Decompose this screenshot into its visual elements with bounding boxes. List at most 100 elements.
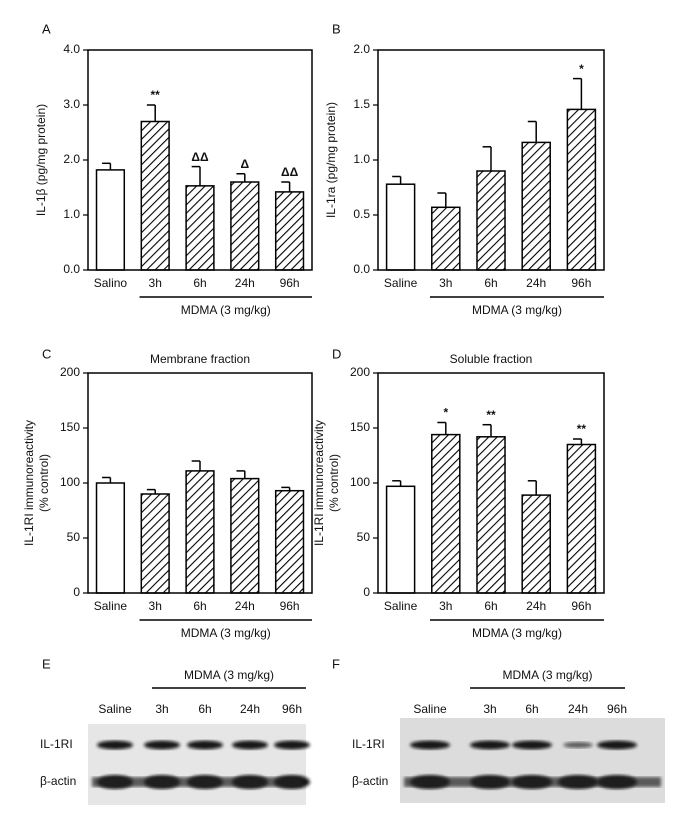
bar bbox=[476, 170, 506, 271]
y-tick-label: 1.0 bbox=[63, 207, 80, 221]
bar bbox=[95, 169, 126, 271]
y-tick-label: 3.0 bbox=[63, 97, 80, 111]
y-axis-label: IL-1RI immunoreactivity bbox=[312, 420, 326, 546]
x-tick-label: Salino bbox=[94, 276, 128, 290]
y-tick-label: 50 bbox=[67, 530, 81, 544]
blot-band bbox=[563, 741, 593, 749]
blot-band bbox=[92, 777, 302, 787]
plot-frame bbox=[87, 372, 313, 594]
bar bbox=[185, 470, 215, 594]
y-tick-label: 0 bbox=[73, 585, 80, 599]
group-label: MDMA (3 mg/kg) bbox=[181, 303, 271, 317]
x-tick-label: 3h bbox=[439, 276, 452, 290]
blot-band bbox=[410, 740, 450, 750]
lane-label: 24h bbox=[568, 702, 588, 716]
bar bbox=[230, 181, 260, 271]
blot-image bbox=[400, 718, 665, 803]
significance-label: * bbox=[579, 62, 584, 76]
y-tick-label: 0 bbox=[363, 585, 370, 599]
blot-image bbox=[88, 724, 306, 805]
panel-label: C bbox=[42, 346, 51, 361]
bar bbox=[95, 482, 126, 594]
lane-label: Saline bbox=[98, 702, 132, 716]
blot-band bbox=[97, 740, 133, 750]
lane-label: 6h bbox=[525, 702, 538, 716]
panel-label: B bbox=[332, 21, 341, 36]
y-tick-label: 50 bbox=[357, 530, 371, 544]
significance-label: * bbox=[443, 406, 448, 420]
blot-band bbox=[470, 740, 510, 750]
x-tick-label: 24h bbox=[235, 276, 255, 290]
bar bbox=[521, 141, 551, 271]
significance-label: ** bbox=[577, 422, 587, 436]
x-tick-label: 96h bbox=[280, 599, 300, 613]
panel-label: D bbox=[332, 346, 341, 361]
significance-label: ** bbox=[486, 408, 496, 422]
blot-band bbox=[187, 740, 223, 750]
y-axis-label: IL-1RI immunoreactivity bbox=[22, 420, 36, 546]
significance-label: Δ bbox=[240, 157, 249, 171]
bar bbox=[566, 443, 597, 594]
lane-label: 24h bbox=[240, 702, 260, 716]
blot-band bbox=[144, 740, 180, 750]
plot-frame bbox=[377, 49, 605, 271]
y-tick-label: 2.0 bbox=[353, 42, 370, 56]
lane-label: 96h bbox=[282, 702, 302, 716]
y-axis-label: IL-1ra (pg/mg protein) bbox=[324, 102, 338, 218]
row-label: IL-1RI bbox=[40, 737, 73, 751]
x-tick-label: 6h bbox=[193, 599, 206, 613]
blot-band bbox=[274, 740, 310, 750]
y-tick-label: 0.5 bbox=[353, 207, 370, 221]
significance-label: ΔΔ bbox=[281, 165, 299, 179]
x-tick-label: Saline bbox=[94, 599, 128, 613]
bar bbox=[385, 183, 416, 271]
y-tick-label: 0.0 bbox=[353, 262, 370, 276]
bar bbox=[476, 436, 506, 594]
row-label: IL-1RI bbox=[352, 737, 385, 751]
panel-label: E bbox=[42, 656, 51, 671]
x-tick-label: 24h bbox=[526, 276, 546, 290]
group-label: MDMA (3 mg/kg) bbox=[472, 303, 562, 317]
y-tick-label: 1.0 bbox=[353, 152, 370, 166]
y-tick-label: 100 bbox=[60, 475, 80, 489]
bar bbox=[521, 494, 551, 594]
group-label: MDMA (3 mg/kg) bbox=[181, 626, 271, 640]
y-tick-label: 100 bbox=[350, 475, 370, 489]
bar bbox=[274, 191, 305, 271]
chart-title: Soluble fraction bbox=[450, 352, 533, 366]
y-tick-label: 200 bbox=[350, 365, 370, 379]
panel-label: F bbox=[332, 656, 340, 671]
lane-label: 3h bbox=[155, 702, 168, 716]
y-tick-label: 4.0 bbox=[63, 42, 80, 56]
blot-band bbox=[232, 740, 268, 750]
significance-label: ΔΔ bbox=[191, 150, 209, 164]
x-tick-label: 3h bbox=[149, 599, 162, 613]
x-tick-label: 6h bbox=[193, 276, 206, 290]
chart-title: Membrane fraction bbox=[150, 352, 250, 366]
y-tick-label: 150 bbox=[350, 420, 370, 434]
bar bbox=[385, 485, 416, 594]
x-tick-label: 3h bbox=[149, 276, 162, 290]
x-tick-label: Saline bbox=[384, 276, 418, 290]
x-tick-label: 24h bbox=[526, 599, 546, 613]
plot-frame bbox=[87, 49, 313, 271]
bar bbox=[140, 493, 170, 594]
x-tick-label: 6h bbox=[484, 276, 497, 290]
blot-band bbox=[404, 777, 661, 787]
bar bbox=[431, 206, 461, 271]
bar bbox=[274, 489, 305, 594]
group-label: MDMA (3 mg/kg) bbox=[472, 626, 562, 640]
bar bbox=[566, 108, 597, 271]
lane-label: 3h bbox=[483, 702, 496, 716]
x-tick-label: 24h bbox=[235, 599, 255, 613]
x-tick-label: 3h bbox=[439, 599, 452, 613]
y-tick-label: 1.5 bbox=[353, 97, 370, 111]
y-axis-label: (% control) bbox=[37, 454, 51, 512]
y-tick-label: 2.0 bbox=[63, 152, 80, 166]
bar bbox=[140, 120, 170, 271]
x-tick-label: 6h bbox=[484, 599, 497, 613]
x-tick-label: 96h bbox=[571, 276, 591, 290]
group-label: MDMA (3 mg/kg) bbox=[184, 668, 274, 682]
x-tick-label: 96h bbox=[280, 276, 300, 290]
